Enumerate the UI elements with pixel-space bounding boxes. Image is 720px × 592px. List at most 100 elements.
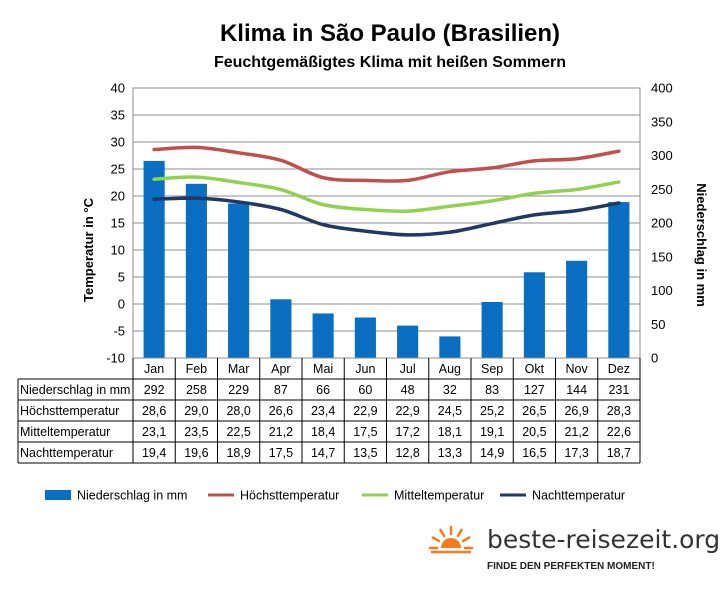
- x-tick-label: Jul: [400, 362, 416, 376]
- x-tick-label: Nov: [566, 362, 589, 376]
- y-left-tick-label: 5: [118, 270, 125, 285]
- y-right-tick-label: 100: [651, 283, 673, 298]
- table-cell: 13,3: [438, 446, 462, 460]
- table-cell: 26,9: [564, 404, 588, 418]
- table-cell: 23,4: [311, 404, 335, 418]
- table-cell: 127: [524, 383, 545, 397]
- y-right-tick-label: 400: [651, 81, 673, 96]
- table-cell: 14,7: [311, 446, 335, 460]
- y-axis-right-label: Niederschlag in mm: [694, 183, 709, 307]
- table-row-label: Niederschlag in mm: [20, 383, 130, 397]
- x-tick-label: Dez: [608, 362, 630, 376]
- table-cell: 18,7: [607, 446, 631, 460]
- table-row-label: Höchsttemperatur: [20, 404, 119, 418]
- table-cell: 19,4: [142, 446, 166, 460]
- legend-label: Höchsttemperatur: [240, 489, 339, 503]
- table-cell: 28,3: [607, 404, 631, 418]
- temperature-lines: [152, 145, 621, 237]
- y-right-tick-label: 0: [651, 351, 658, 366]
- table-cell: 144: [566, 383, 587, 397]
- sun-ray: [439, 528, 446, 538]
- x-tick-label: Jun: [355, 362, 375, 376]
- y-right-tick-label: 50: [651, 317, 665, 332]
- table-cell: 25,2: [480, 404, 504, 418]
- table-cell: 28,6: [142, 404, 166, 418]
- table-cell: 60: [358, 383, 372, 397]
- table-cell: 87: [274, 383, 288, 397]
- table-cell: 26,5: [522, 404, 546, 418]
- sun-ray: [431, 536, 441, 543]
- table-cell: 18,4: [311, 425, 335, 439]
- table-cell: 21,2: [564, 425, 588, 439]
- table-cell: 23,1: [142, 425, 166, 439]
- x-tick-label: Jan: [144, 362, 164, 376]
- precipitation-bar: [566, 260, 588, 358]
- y-left-tick-label: 30: [111, 135, 125, 150]
- chart-title: Klima in São Paulo (Brasilien): [220, 20, 560, 47]
- x-tick-label: Apr: [271, 362, 290, 376]
- precipitation-bar: [270, 299, 292, 358]
- table-cell: 229: [228, 383, 249, 397]
- legend: Niederschlag in mm Höchsttemperatur Mittel…: [45, 489, 625, 503]
- y-right-tick-label: 350: [651, 114, 673, 129]
- y-right-tick-label: 200: [651, 216, 673, 231]
- table-cell: 18,1: [438, 425, 462, 439]
- precipitation-bar: [143, 160, 165, 358]
- table-cell: 292: [144, 383, 165, 397]
- axes: -10-505101520253035400501001502002503003…: [106, 81, 673, 366]
- y-left-tick-label: -5: [113, 324, 125, 339]
- y-right-tick-label: 300: [651, 148, 673, 163]
- table-cell: 17,5: [269, 446, 293, 460]
- x-tick-label: Aug: [439, 362, 461, 376]
- brand-tagline: FINDE DEN PERFEKTEN MOMENT!: [487, 561, 655, 572]
- data-table: Jan Feb Mar Apr Mai Jun Jul Aug Sep Okt Nov Dez Nied…: [17, 358, 641, 464]
- table-cell: 22,5: [226, 425, 250, 439]
- table-cell: 66: [316, 383, 330, 397]
- table-cell: 20,5: [522, 425, 546, 439]
- line-series-nachttemperatur: [152, 196, 621, 237]
- precipitation-bar: [439, 336, 461, 358]
- table-cell: 22,9: [353, 404, 377, 418]
- y-left-tick-label: 15: [111, 216, 125, 231]
- table-cell: 22,6: [607, 425, 631, 439]
- table-cell: 231: [608, 383, 629, 397]
- precipitation-bars: [143, 160, 630, 358]
- table-cell: 17,5: [353, 425, 377, 439]
- line-series-h-chsttemperatur: [152, 145, 621, 183]
- x-tick-label: Okt: [525, 362, 545, 376]
- precipitation-bar: [228, 203, 250, 358]
- y-left-tick-label: 10: [111, 243, 125, 258]
- sun-ray: [456, 528, 463, 538]
- y-left-tick-label: 0: [118, 297, 125, 312]
- table-cell: 19,6: [184, 446, 208, 460]
- sun-ray: [461, 536, 471, 543]
- table-cell: 14,9: [480, 446, 504, 460]
- table-cell: 28,0: [226, 404, 250, 418]
- y-right-tick-label: 250: [651, 182, 673, 197]
- table-cell: 83: [485, 383, 499, 397]
- x-tick-label: Feb: [186, 362, 208, 376]
- table-cell: 29,0: [184, 404, 208, 418]
- y-left-tick-label: -10: [106, 351, 125, 366]
- legend-label: Mitteltemperatur: [394, 489, 484, 503]
- table-cell: 19,1: [480, 425, 504, 439]
- table-cell: 48: [401, 383, 415, 397]
- table-cell: 12,8: [395, 446, 419, 460]
- sun-icon: [428, 525, 474, 554]
- legend-swatch: [45, 490, 71, 500]
- precipitation-bar: [481, 301, 503, 358]
- line-series-mitteltemperatur: [152, 175, 621, 213]
- chart-subtitle: Feuchtgemäßigtes Klima mit heißen Sommer…: [214, 54, 566, 71]
- table-cell: 22,9: [395, 404, 419, 418]
- precipitation-bar: [523, 272, 545, 358]
- table-cell: 17,2: [395, 425, 419, 439]
- brand-name: beste-reisezeit.org: [487, 525, 720, 554]
- y-axis-left-label: Temperatur in °C: [81, 197, 96, 302]
- precipitation-bar: [608, 202, 630, 358]
- legend-label: Nachttemperatur: [532, 489, 625, 503]
- table-cell: 23,5: [184, 425, 208, 439]
- x-tick-label: Mai: [313, 362, 333, 376]
- table-row-label: Mitteltemperatur: [20, 425, 110, 439]
